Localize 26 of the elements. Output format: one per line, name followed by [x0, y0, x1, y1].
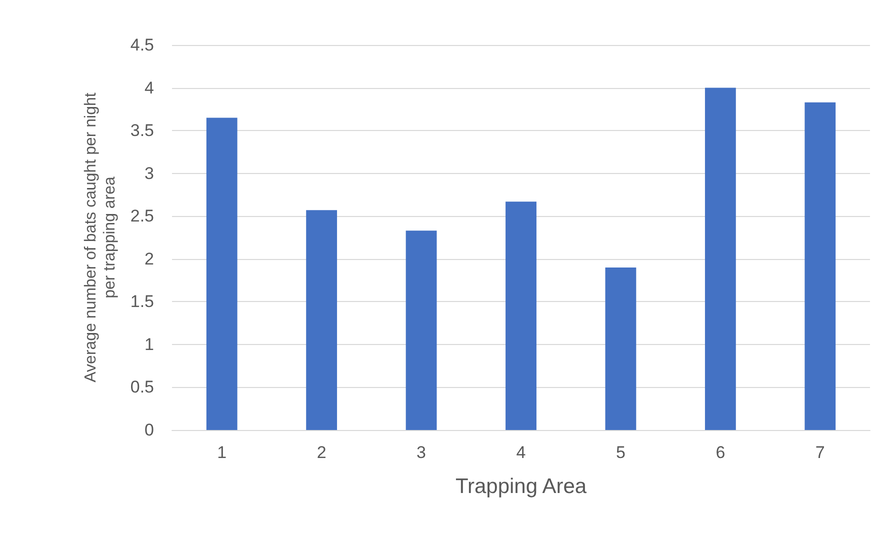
- y-tick-label: 2.5: [130, 206, 154, 226]
- x-axis-title: Trapping Area: [455, 475, 587, 498]
- y-tick-label: 0.5: [130, 378, 154, 397]
- x-tick-label: 7: [815, 443, 825, 462]
- bar: [306, 210, 338, 430]
- x-tick-label: 1: [217, 443, 227, 462]
- y-tick-label: 4: [144, 78, 154, 98]
- bar: [704, 88, 736, 430]
- y-tick-label: 2: [144, 249, 154, 268]
- y-tick-label: 0: [144, 420, 154, 440]
- x-tick-label: 3: [416, 443, 426, 462]
- y-tick-label: 3.5: [130, 121, 154, 140]
- x-tick-label: 2: [316, 443, 326, 462]
- x-tick-label: 5: [616, 443, 626, 462]
- bar: [506, 202, 536, 430]
- bar: [804, 102, 836, 430]
- x-tick-label: 4: [516, 443, 526, 462]
- y-tick-label: 1: [144, 334, 154, 354]
- y-tick-label: 1.5: [130, 292, 154, 312]
- y-tick-label: 4.5: [130, 36, 154, 54]
- bar: [206, 118, 238, 430]
- bar: [406, 230, 437, 430]
- y-axis-title: Average number of bats caught per night per trapping area: [82, 92, 118, 382]
- x-tick-label: 6: [716, 443, 726, 462]
- y-tick-label: 3: [144, 164, 154, 183]
- bar: [605, 267, 636, 430]
